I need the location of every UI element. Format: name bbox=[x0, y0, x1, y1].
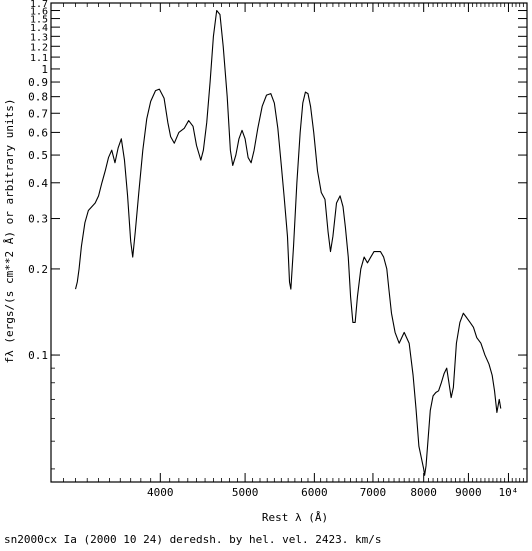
y-tick-label: 1.5 bbox=[30, 15, 48, 26]
y-tick-label: 1.1 bbox=[30, 53, 48, 64]
x-axis-label: Rest λ (Å) bbox=[262, 511, 328, 524]
x-tick-label: 9000 bbox=[455, 486, 482, 499]
y-tick-label: 0.9 bbox=[28, 76, 48, 89]
series-group bbox=[74, 9, 502, 476]
y-tick-label: 0.8 bbox=[28, 91, 48, 104]
x-tick-label: 5000 bbox=[232, 486, 259, 499]
x-tick-label: 7000 bbox=[360, 486, 387, 499]
x-tick-label: 10⁴ bbox=[499, 486, 519, 499]
plot-frame-group bbox=[50, 2, 528, 483]
y-tick-label: 1.4 bbox=[30, 23, 48, 34]
y-tick-label: 0.6 bbox=[28, 126, 48, 139]
y-tick-label: 0.4 bbox=[28, 177, 48, 190]
y-tick-label: 0.7 bbox=[28, 107, 48, 120]
spectrum-line bbox=[74, 9, 502, 476]
y-tick-label: 0.5 bbox=[28, 149, 48, 162]
y-tick-label: 1.6 bbox=[30, 7, 48, 18]
axis-ticks: 4000 5000 6000 7000 8000 9000 10⁴ 0.1 0.2 0.3 0.4 0… bbox=[28, 0, 527, 499]
y-tick-label: 1 bbox=[41, 63, 48, 76]
x-tick-label: 6000 bbox=[301, 486, 328, 499]
y-tick-label: 1.3 bbox=[30, 32, 48, 43]
y-tick-label: 0.2 bbox=[28, 263, 48, 276]
y-tick-label: 1.7 bbox=[30, 0, 48, 10]
chart-caption: sn2000cx Ia (2000 10 24) deredsh. by hel… bbox=[4, 533, 382, 546]
y-tick-label: 0.1 bbox=[28, 349, 48, 362]
plot-frame bbox=[50, 2, 528, 483]
y-tick-label: 1.2 bbox=[30, 42, 48, 53]
x-tick-label: 8000 bbox=[410, 486, 437, 499]
x-tick-label: 4000 bbox=[147, 486, 174, 499]
y-tick-label: 0.3 bbox=[28, 213, 48, 226]
y-axis-label: fλ (ergs/(s cm**2 Å) or arbitrary units) bbox=[3, 99, 16, 364]
